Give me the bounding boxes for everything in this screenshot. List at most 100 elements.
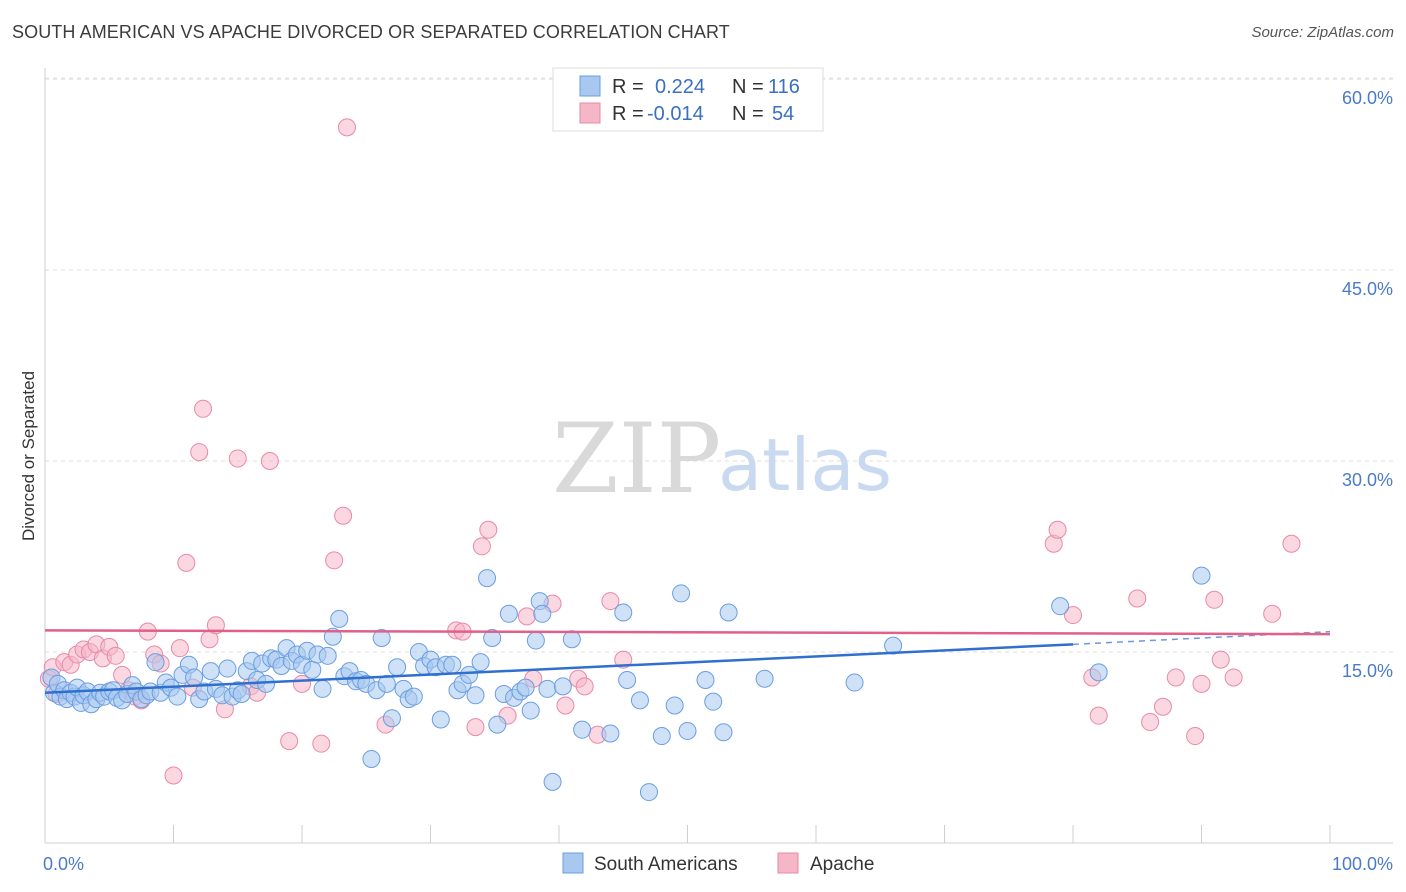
source-label: Source: ZipAtlas.com xyxy=(1251,24,1394,41)
south-american-point xyxy=(618,671,637,690)
south-american-point xyxy=(483,628,502,647)
south-american-point xyxy=(665,696,684,715)
south-american-point xyxy=(573,720,592,739)
axes xyxy=(44,68,1393,844)
apache-point xyxy=(1153,697,1172,716)
apache-point xyxy=(517,607,536,626)
south-american-point xyxy=(553,677,572,696)
apache-point xyxy=(472,537,491,556)
apache-point xyxy=(334,506,353,525)
south-american-point xyxy=(377,674,396,693)
apache-point xyxy=(1282,534,1301,553)
y-tick-label-2: 45.0% xyxy=(1342,279,1393,299)
apache-point xyxy=(337,118,356,137)
south-american-point xyxy=(719,603,738,622)
apache-point xyxy=(1192,674,1211,693)
apache-point xyxy=(1166,668,1185,687)
south-american-point xyxy=(562,630,581,649)
legend-swatch-south-americans xyxy=(579,75,601,97)
series-legend-swatch-south-americans xyxy=(562,852,584,874)
y-tick-label-1: 30.0% xyxy=(1342,470,1393,490)
watermark: ZIP atlas xyxy=(552,403,892,515)
south-american-point xyxy=(630,691,649,710)
south-american-point xyxy=(431,710,450,729)
south-american-point xyxy=(499,604,518,623)
apache-point xyxy=(614,650,633,669)
legend-swatch-apache xyxy=(579,102,601,124)
south-american-point xyxy=(488,715,507,734)
apache-point xyxy=(1211,650,1230,669)
trend-lines xyxy=(44,629,1331,694)
south-american-point xyxy=(218,659,237,678)
south-american-point xyxy=(330,609,349,628)
apache-point xyxy=(293,674,311,693)
south-american-point xyxy=(168,687,187,706)
south-american-point xyxy=(185,668,204,687)
south-american-point xyxy=(639,783,658,802)
apache-point xyxy=(177,553,196,572)
south-american-point xyxy=(678,721,697,740)
apache-point xyxy=(312,734,331,753)
apache-point xyxy=(575,677,594,696)
apache-point xyxy=(466,718,485,737)
legend-r-label-1: R = xyxy=(612,76,644,98)
south-american-point xyxy=(526,631,545,650)
series-legend-label-apache: Apache xyxy=(810,854,874,875)
y-tick-labels: 15.0% 30.0% 45.0% 60.0% xyxy=(1342,88,1393,681)
x-tick-label-0: 0.0% xyxy=(43,854,84,874)
apache-point xyxy=(1141,713,1160,732)
south-american-point xyxy=(884,636,903,655)
legend-n-label-2: N = xyxy=(732,103,764,125)
south-american-point xyxy=(614,603,633,622)
apache-point xyxy=(479,520,498,539)
y-tick-label-0: 15.0% xyxy=(1342,661,1393,681)
apache-point xyxy=(106,646,125,665)
legend-r-label-2: R = xyxy=(612,103,644,125)
data-points xyxy=(39,118,1301,802)
apache-point xyxy=(194,399,213,418)
apache-point xyxy=(556,696,575,715)
apache-point xyxy=(325,551,344,570)
apache-point xyxy=(1224,668,1243,687)
south-american-point xyxy=(543,772,562,791)
legend-r-value-1: 0.224 xyxy=(655,76,705,98)
south-american-point xyxy=(1089,663,1108,682)
apache-point xyxy=(260,452,279,470)
apache-point xyxy=(1089,706,1108,725)
south-american-point xyxy=(201,662,220,681)
south-american-point xyxy=(146,653,165,672)
south-american-point xyxy=(1192,566,1211,585)
south-american-point xyxy=(845,673,864,692)
south-american-point xyxy=(471,653,490,672)
apache-point xyxy=(1263,604,1282,623)
south-american-point xyxy=(714,723,733,742)
south-american-point xyxy=(303,660,322,679)
apache-point xyxy=(1048,520,1067,539)
south-american-point xyxy=(1051,597,1070,616)
apache-point xyxy=(228,449,247,468)
south-american-point xyxy=(313,679,332,698)
south-american-point xyxy=(601,724,620,743)
watermark-zip: ZIP xyxy=(552,403,721,515)
grid-lines xyxy=(45,77,1393,653)
chart-title: SOUTH AMERICAN VS APACHE DIVORCED OR SEP… xyxy=(12,22,730,42)
apache-point xyxy=(1205,590,1224,609)
south-american-point xyxy=(372,628,391,647)
apache-point xyxy=(1128,589,1147,608)
y-axis-label: Divorced or Separated xyxy=(19,371,38,541)
series-legend-label-south-americans: South Americans xyxy=(594,854,738,875)
south-american-point xyxy=(443,655,462,674)
south-american-point xyxy=(478,569,497,588)
south-american-point xyxy=(652,727,671,746)
legend-n-value-1: 116 xyxy=(768,76,800,98)
series-legend: South Americans Apache xyxy=(562,852,874,875)
x-tick-label-1: 100.0% xyxy=(1332,854,1393,874)
series-legend-swatch-apache xyxy=(777,852,799,874)
legend-r-value-2: -0.014 xyxy=(647,103,704,125)
south-american-point xyxy=(696,671,715,690)
south-american-point xyxy=(460,665,479,684)
x-tick-labels: 0.0% 100.0% xyxy=(43,854,1393,874)
apache-point xyxy=(601,592,620,611)
south-american-point xyxy=(538,679,557,698)
